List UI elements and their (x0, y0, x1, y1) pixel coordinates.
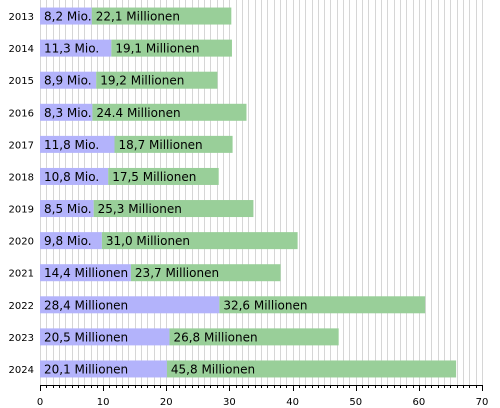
data-label: 20,5 Millionen (44, 330, 128, 344)
data-label: 8,5 Mio. (44, 202, 92, 216)
x-tick-label: 0 (37, 397, 43, 408)
data-label: 8,2 Mio. (44, 10, 92, 24)
bar-segment-first (40, 296, 220, 314)
data-label: 19,1 Millionen (115, 42, 199, 56)
data-label: 45,8 Millionen (171, 362, 255, 376)
x-tick-label: 40 (286, 397, 299, 408)
y-tick-label: 2020 (9, 237, 34, 248)
bar-segment-second (114, 135, 233, 153)
data-label: 25,3 Millionen (98, 202, 182, 216)
bar-segment-first (40, 39, 112, 57)
bar-segment-first (40, 264, 131, 282)
grid-lines (40, 0, 483, 385)
data-label: 26,8 Millionen (173, 330, 257, 344)
data-label: 14,4 Millionen (44, 266, 128, 280)
bar-segment-second (91, 7, 232, 25)
y-tick-label: 2014 (9, 44, 34, 55)
bar-segment-first (40, 103, 93, 121)
y-tick-label: 2019 (9, 205, 34, 216)
data-label: 8,3 Mio. (44, 106, 92, 120)
data-label: 31,0 Millionen (106, 234, 190, 248)
x-tick-label: 20 (160, 397, 173, 408)
x-tick-label: 70 (476, 397, 489, 408)
data-label: 22,1 Millionen (96, 10, 180, 24)
x-axis: 0 10 20 30 40 50 60 70 2013 2014 2015 2016 2017 2018 2… (9, 12, 489, 408)
bar-segment-first (40, 167, 109, 185)
bar-segment-first (40, 200, 94, 218)
data-label: 19,2 Millionen (100, 74, 184, 88)
bars: 8,2 Mio. 22,1 Millionen 11,3 Mio. 19,1 Mill… (40, 7, 457, 378)
y-tick-label: 2017 (9, 140, 34, 151)
data-label: 18,7 Millionen (119, 138, 203, 152)
bar-segment-first (40, 328, 170, 346)
bar-segment-second (169, 328, 339, 346)
x-tick-label: 50 (349, 397, 362, 408)
bar-segment-first (40, 135, 115, 153)
y-tick-label: 2018 (9, 172, 34, 183)
bar-segment-first (40, 71, 97, 89)
y-tick-label: 2022 (9, 301, 34, 312)
bar-segment-second (130, 264, 281, 282)
bar-segment-second (101, 232, 298, 250)
data-label: 9,8 Mio. (44, 234, 92, 248)
data-label: 32,6 Millionen (223, 298, 307, 312)
bar-segment-second (108, 167, 219, 185)
bar-segment-second (92, 103, 247, 121)
bar-segment-first (40, 232, 102, 250)
data-label: 11,3 Mio. (44, 42, 99, 56)
y-tick-label: 2023 (9, 333, 34, 344)
bar-segment-first (40, 360, 167, 378)
data-label: 8,9 Mio. (44, 74, 92, 88)
x-tick-label: 10 (97, 397, 110, 408)
y-tick-label: 2021 (9, 269, 34, 280)
x-tick-label: 30 (223, 397, 236, 408)
y-tick-label: 2024 (9, 365, 34, 376)
bar-segment-second (93, 200, 254, 218)
data-label: 17,5 Millionen (112, 170, 196, 184)
data-label: 23,7 Millionen (135, 266, 219, 280)
bar-segment-second (166, 360, 457, 378)
bar-segment-second (111, 39, 232, 57)
y-tick-label: 2016 (9, 108, 34, 119)
x-tick-label: 60 (412, 397, 425, 408)
data-label: 20,1 Millionen (44, 362, 128, 376)
y-tick-label: 2013 (9, 12, 34, 23)
bar-segment-second (219, 296, 426, 314)
data-label: 11,8 Mio. (44, 138, 99, 152)
data-label: 24.4 Millionen (96, 106, 180, 120)
data-label: 10,8 Mio. (44, 170, 99, 184)
y-tick-label: 2015 (9, 76, 34, 87)
data-label: 28,4 Millionen (44, 298, 128, 312)
bar-segment-second (96, 71, 218, 89)
bar-segment-first (40, 7, 92, 25)
